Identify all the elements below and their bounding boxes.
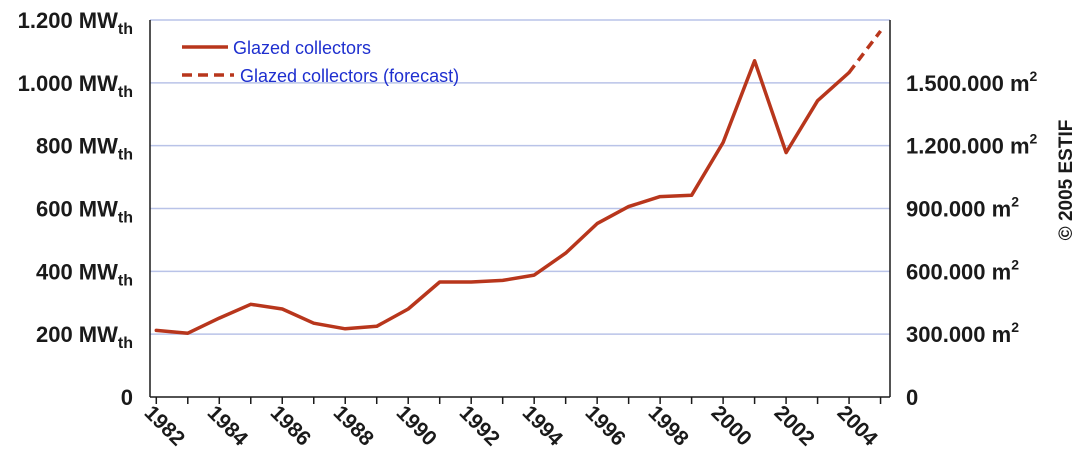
left-y-tick-label: 400 MWth bbox=[36, 259, 133, 289]
right-y-tick-label: 0 bbox=[906, 385, 918, 410]
left-y-tick-label: 800 MWth bbox=[36, 134, 133, 164]
left-y-tick-label: 200 MWth bbox=[36, 322, 133, 352]
right-y-tick-label: 600.000 m2 bbox=[906, 256, 1019, 284]
series-lines bbox=[154, 29, 882, 335]
x-axis-ticks: 1982 1984 1986 1988 1990 1992 1994 1996 1998 2000… bbox=[140, 401, 882, 451]
legend: Glazed collectors Glazed collectors (for… bbox=[182, 38, 459, 86]
copyright-annotation: © 2005 ESTIF bbox=[1056, 120, 1077, 241]
x-tick-label: 1998 bbox=[644, 401, 694, 451]
right-y-tick-label: 1.500.000 m2 bbox=[906, 68, 1038, 96]
axes bbox=[149, 20, 891, 404]
grid-lines bbox=[150, 19, 890, 335]
x-tick-label: 1990 bbox=[392, 401, 441, 450]
right-y-tick-label: 1.200.000 m2 bbox=[906, 131, 1038, 159]
left-y-tick-label: 0 bbox=[121, 385, 133, 410]
x-tick-label: 1986 bbox=[266, 401, 315, 450]
left-y-axis-ticks: 0 200 MWth 400 MWth 600 MWth 800 MWth 1.000 M… bbox=[18, 8, 133, 410]
x-tick-label: 1982 bbox=[140, 401, 189, 450]
x-tick-label: 2002 bbox=[770, 401, 819, 450]
x-tick-label: 1984 bbox=[203, 401, 253, 451]
left-y-tick-label: 1.200 MWth bbox=[18, 8, 133, 38]
x-tick-label: 1992 bbox=[455, 401, 504, 450]
right-y-tick-label: 900.000 m2 bbox=[906, 194, 1019, 222]
x-tick-label: 2004 bbox=[833, 401, 883, 451]
right-y-tick-label: 300.000 m2 bbox=[906, 319, 1019, 347]
legend-label-glazed-collectors: Glazed collectors bbox=[233, 38, 371, 58]
left-y-tick-label: 1.000 MWth bbox=[18, 71, 133, 101]
x-tick-label: 1994 bbox=[518, 401, 568, 451]
x-tick-label: 1988 bbox=[329, 401, 379, 451]
right-y-axis-ticks: 0 300.000 m2 600.000 m2 900.000 m2 1.200.000… bbox=[906, 68, 1038, 410]
legend-label-glazed-collectors-forecast: Glazed collectors (forecast) bbox=[240, 66, 459, 86]
series-line-glazed-collectors-forecast bbox=[847, 29, 882, 74]
x-tick-label: 1996 bbox=[581, 401, 630, 450]
series-line-glazed-collectors bbox=[154, 59, 851, 335]
x-tick-label: 2000 bbox=[707, 401, 756, 450]
left-y-tick-label: 600 MWth bbox=[36, 197, 133, 227]
